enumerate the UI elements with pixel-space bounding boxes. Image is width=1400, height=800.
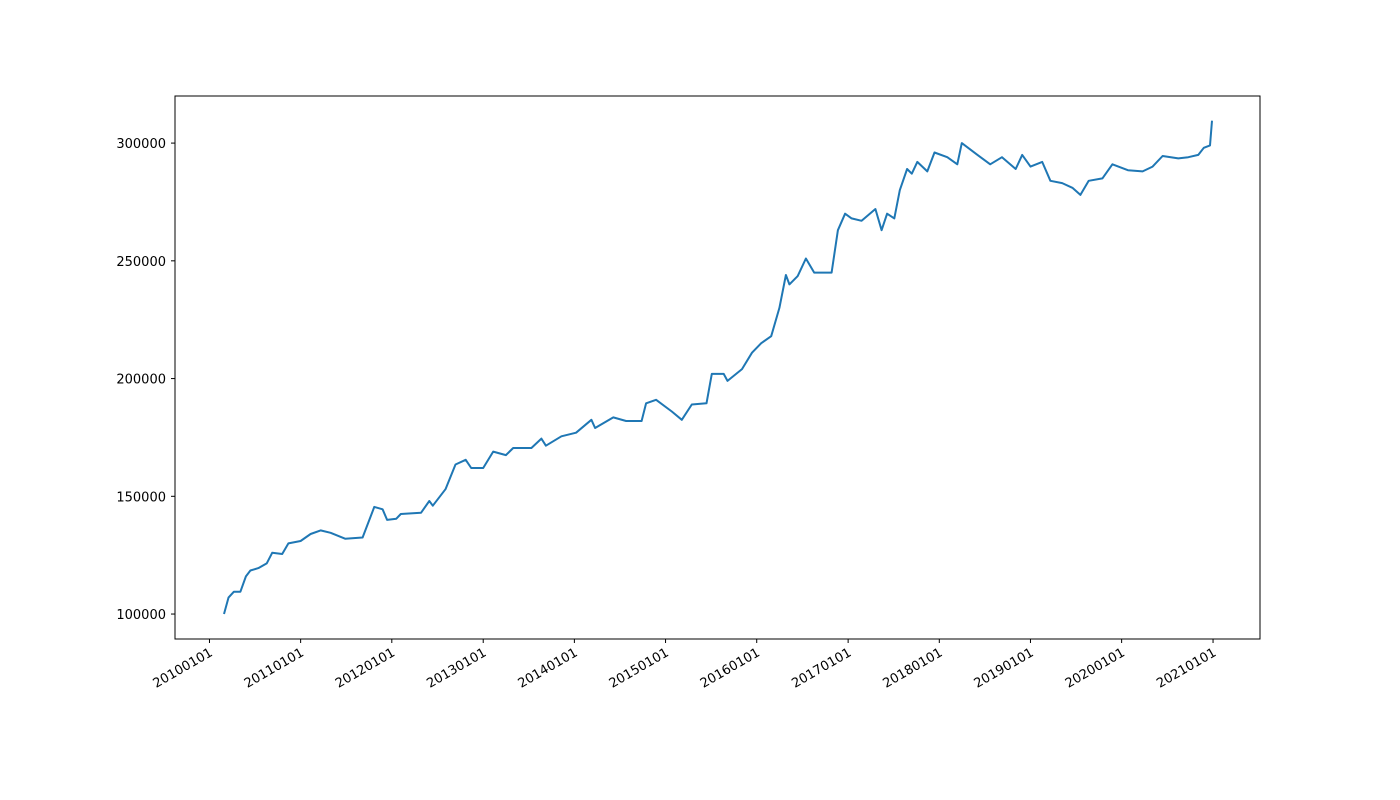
- x-tick-label: 20170101: [789, 645, 854, 691]
- x-tick-label: 20110101: [242, 645, 307, 691]
- x-tick-label: 20130101: [424, 645, 489, 691]
- x-tick-label: 20150101: [607, 645, 672, 691]
- y-tick-label: 150000: [116, 490, 166, 505]
- x-tick-label: 20210101: [1154, 645, 1219, 691]
- y-tick-label: 300000: [116, 137, 166, 152]
- y-tick-label: 250000: [116, 255, 166, 270]
- x-tick-label: 20200101: [1063, 645, 1128, 691]
- x-tick-label: 20180101: [880, 645, 945, 691]
- x-tick-label: 20160101: [698, 645, 763, 691]
- x-tick-label: 20120101: [333, 645, 398, 691]
- data-line: [223, 120, 1213, 615]
- x-tick-label: 20140101: [516, 645, 581, 691]
- y-tick-label: 100000: [116, 608, 166, 623]
- plot-frame: [174, 95, 1261, 640]
- x-tick-label: 20190101: [972, 645, 1037, 691]
- x-tick-label: 20100101: [151, 645, 216, 691]
- y-tick-label: 200000: [116, 373, 166, 388]
